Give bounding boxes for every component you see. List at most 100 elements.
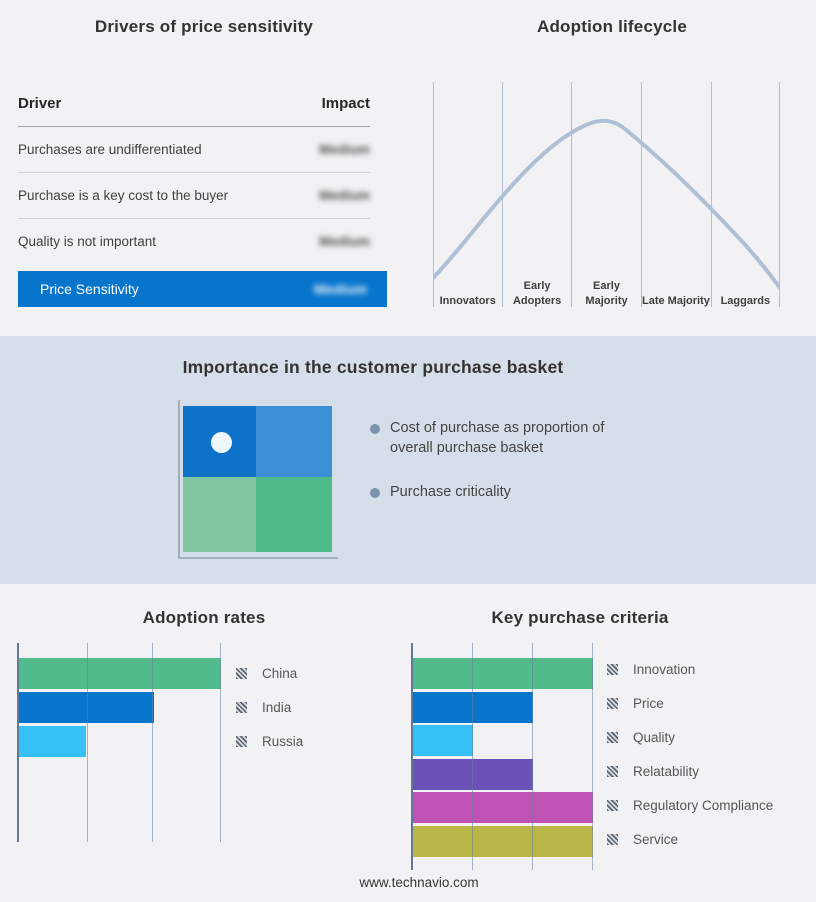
adoption-rates-legend: China India Russia <box>236 656 303 758</box>
driver-cell: Purchases are undifferentiated <box>18 142 202 157</box>
list-item: Cost of purchase as proportion of overal… <box>370 418 640 458</box>
table-row: Quality is not important Medium <box>18 219 370 264</box>
gridline <box>220 643 221 842</box>
gridline <box>592 643 593 870</box>
stage-label: Innovators <box>439 294 496 307</box>
bullet-text: Purchase criticality <box>390 484 511 500</box>
price-sensitivity-summary-bar: Price Sensitivity Medium <box>18 271 387 307</box>
bullet-text: Cost of purchase as proportion of overal… <box>390 420 605 456</box>
bar-quality <box>413 725 473 756</box>
driver-column-header: Driver <box>18 95 62 112</box>
bar-russia <box>19 726 87 757</box>
impact-column-header: Impact <box>321 95 370 112</box>
bell-curve <box>433 118 780 290</box>
basket-bullet-list: Cost of purchase as proportion of overal… <box>370 418 640 526</box>
lifecycle-chart <box>433 82 780 307</box>
legend-item: Regulatory Compliance <box>607 788 773 822</box>
impact-cell-blurred: Medium <box>318 234 370 249</box>
driver-cell: Quality is not important <box>18 234 157 249</box>
bar-india <box>19 692 154 723</box>
bar-service <box>413 826 593 857</box>
adoption-rates-title: Adoption rates <box>142 608 266 627</box>
legend-label: Quality <box>633 729 676 745</box>
legend-item: India <box>236 690 303 724</box>
legend-label: Innovation <box>633 661 696 677</box>
gridline <box>711 82 712 307</box>
driver-cell: Purchase is a key cost to the buyer <box>18 188 229 203</box>
legend-swatch-icon <box>607 731 618 743</box>
legend-label: Price <box>633 695 664 711</box>
legend-swatch-icon <box>607 765 618 777</box>
drivers-table: Driver Impact Purchases are undifferenti… <box>18 95 370 264</box>
legend-item: Innovation <box>607 652 773 686</box>
legend-swatch-icon <box>236 667 247 679</box>
purchase-basket-matrix <box>183 406 332 552</box>
gridline <box>571 82 572 307</box>
gridline <box>472 643 473 870</box>
legend-label: Service <box>633 831 679 847</box>
gridline <box>641 82 642 307</box>
key-purchase-legend: Innovation Price Quality Relatability Re… <box>607 652 773 856</box>
y-axis <box>17 643 19 842</box>
legend-label: Russia <box>262 733 304 749</box>
legend-label: India <box>262 699 292 715</box>
legend-swatch-icon <box>236 735 247 747</box>
legend-label: Regulatory Compliance <box>633 797 774 813</box>
legend-item: Price <box>607 686 773 720</box>
matrix-quadrant-bottom-left <box>183 477 256 552</box>
drivers-table-header: Driver Impact <box>18 95 370 127</box>
position-dot <box>211 432 232 453</box>
summary-impact-blurred: Medium <box>314 281 367 297</box>
purchase-basket-band <box>0 336 816 584</box>
impact-cell-blurred: Medium <box>318 188 370 203</box>
legend-item: Service <box>607 822 773 856</box>
matrix-x-axis <box>178 557 338 559</box>
list-item: Purchase criticality <box>370 482 640 502</box>
lifecycle-panel-title: Adoption lifecycle <box>536 17 687 36</box>
legend-swatch-icon <box>607 697 618 709</box>
gridline <box>779 82 780 307</box>
bar-relatability <box>413 759 533 790</box>
bullet-icon <box>370 488 380 498</box>
matrix-quadrant-top-right <box>256 406 332 477</box>
lifecycle-stage-labels: Innovators Early Adopters Early Majority… <box>433 268 780 308</box>
bullet-icon <box>370 424 380 434</box>
footer-link[interactable]: www.technavio.com <box>359 875 479 890</box>
drivers-panel-title: Drivers of price sensitivity <box>94 17 314 36</box>
legend-swatch-icon <box>607 799 618 811</box>
y-axis <box>411 643 413 870</box>
legend-item: Russia <box>236 724 303 758</box>
gridline <box>152 643 153 842</box>
basket-panel-title: Importance in the customer purchase bask… <box>182 357 564 377</box>
legend-swatch-icon <box>607 663 618 675</box>
table-row: Purchases are undifferentiated Medium <box>18 127 370 173</box>
stage-label: Early Adopters <box>512 280 562 307</box>
legend-swatch-icon <box>236 701 247 713</box>
impact-cell-blurred: Medium <box>318 142 370 157</box>
stage-label: Early Majority <box>585 280 628 307</box>
table-row: Purchase is a key cost to the buyer Medi… <box>18 173 370 219</box>
legend-item: Quality <box>607 720 773 754</box>
legend-item: China <box>236 656 303 690</box>
matrix-y-axis <box>178 400 180 558</box>
legend-swatch-icon <box>607 833 618 845</box>
summary-label: Price Sensitivity <box>40 281 139 297</box>
bar-innovation <box>413 658 593 689</box>
bell-curve-path <box>433 118 780 290</box>
stage-label: Late Majority <box>641 294 710 307</box>
matrix-quadrant-top-left <box>183 406 256 477</box>
key-purchase-title: Key purchase criteria <box>491 608 669 627</box>
stage-label: Laggards <box>720 294 771 307</box>
legend-item: Relatability <box>607 754 773 788</box>
bar-china <box>19 658 221 689</box>
gridline <box>87 643 88 842</box>
bar-price <box>413 692 533 723</box>
bar-regulatory-compliance <box>413 792 593 823</box>
footer: www.technavio.com <box>0 875 816 890</box>
legend-label: China <box>262 665 298 681</box>
gridline <box>532 643 533 870</box>
legend-label: Relatability <box>633 763 700 779</box>
matrix-quadrant-bottom-right <box>256 477 332 552</box>
gridline <box>433 82 434 307</box>
